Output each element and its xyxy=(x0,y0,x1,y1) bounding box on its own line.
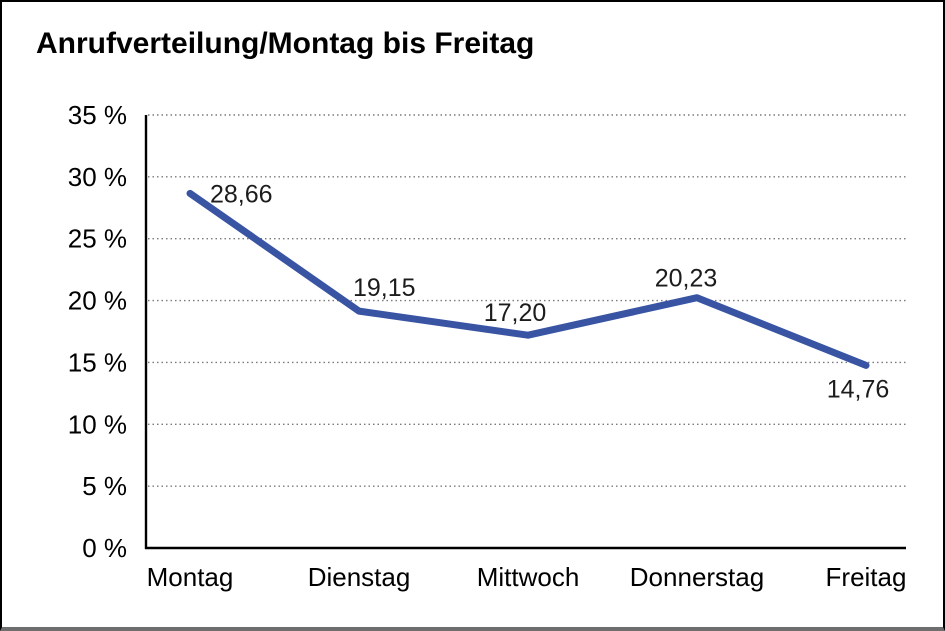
chart-title: Anrufverteilung/Montag bis Freitag xyxy=(36,27,535,60)
y-tick-label: 30 % xyxy=(68,162,127,192)
y-tick-label: 0 % xyxy=(82,533,127,563)
data-line xyxy=(186,189,870,369)
y-tick-label: 20 % xyxy=(68,286,127,316)
data-label-mittwoch: 17,20 xyxy=(484,299,547,327)
x-category-label-mittwoch: Mittwoch xyxy=(477,562,580,592)
data-label-donnerstag: 20,23 xyxy=(655,265,718,293)
x-category-label-dienstag: Dienstag xyxy=(308,562,411,592)
x-category-label-donnerstag: Donnerstag xyxy=(630,562,764,592)
x-category-label-montag: Montag xyxy=(147,562,234,592)
y-tick-label: 10 % xyxy=(68,409,127,439)
y-tick-label: 15 % xyxy=(68,347,127,377)
data-label-montag: 28,66 xyxy=(210,180,273,208)
x-category-label-freitag: Freitag xyxy=(826,562,907,592)
data-label-freitag: 14,76 xyxy=(827,375,890,403)
y-tick-label: 35 % xyxy=(68,100,127,130)
y-tick-label: 25 % xyxy=(68,224,127,254)
data-label-dienstag: 19,15 xyxy=(353,274,416,302)
y-tick-label: 5 % xyxy=(82,471,127,501)
